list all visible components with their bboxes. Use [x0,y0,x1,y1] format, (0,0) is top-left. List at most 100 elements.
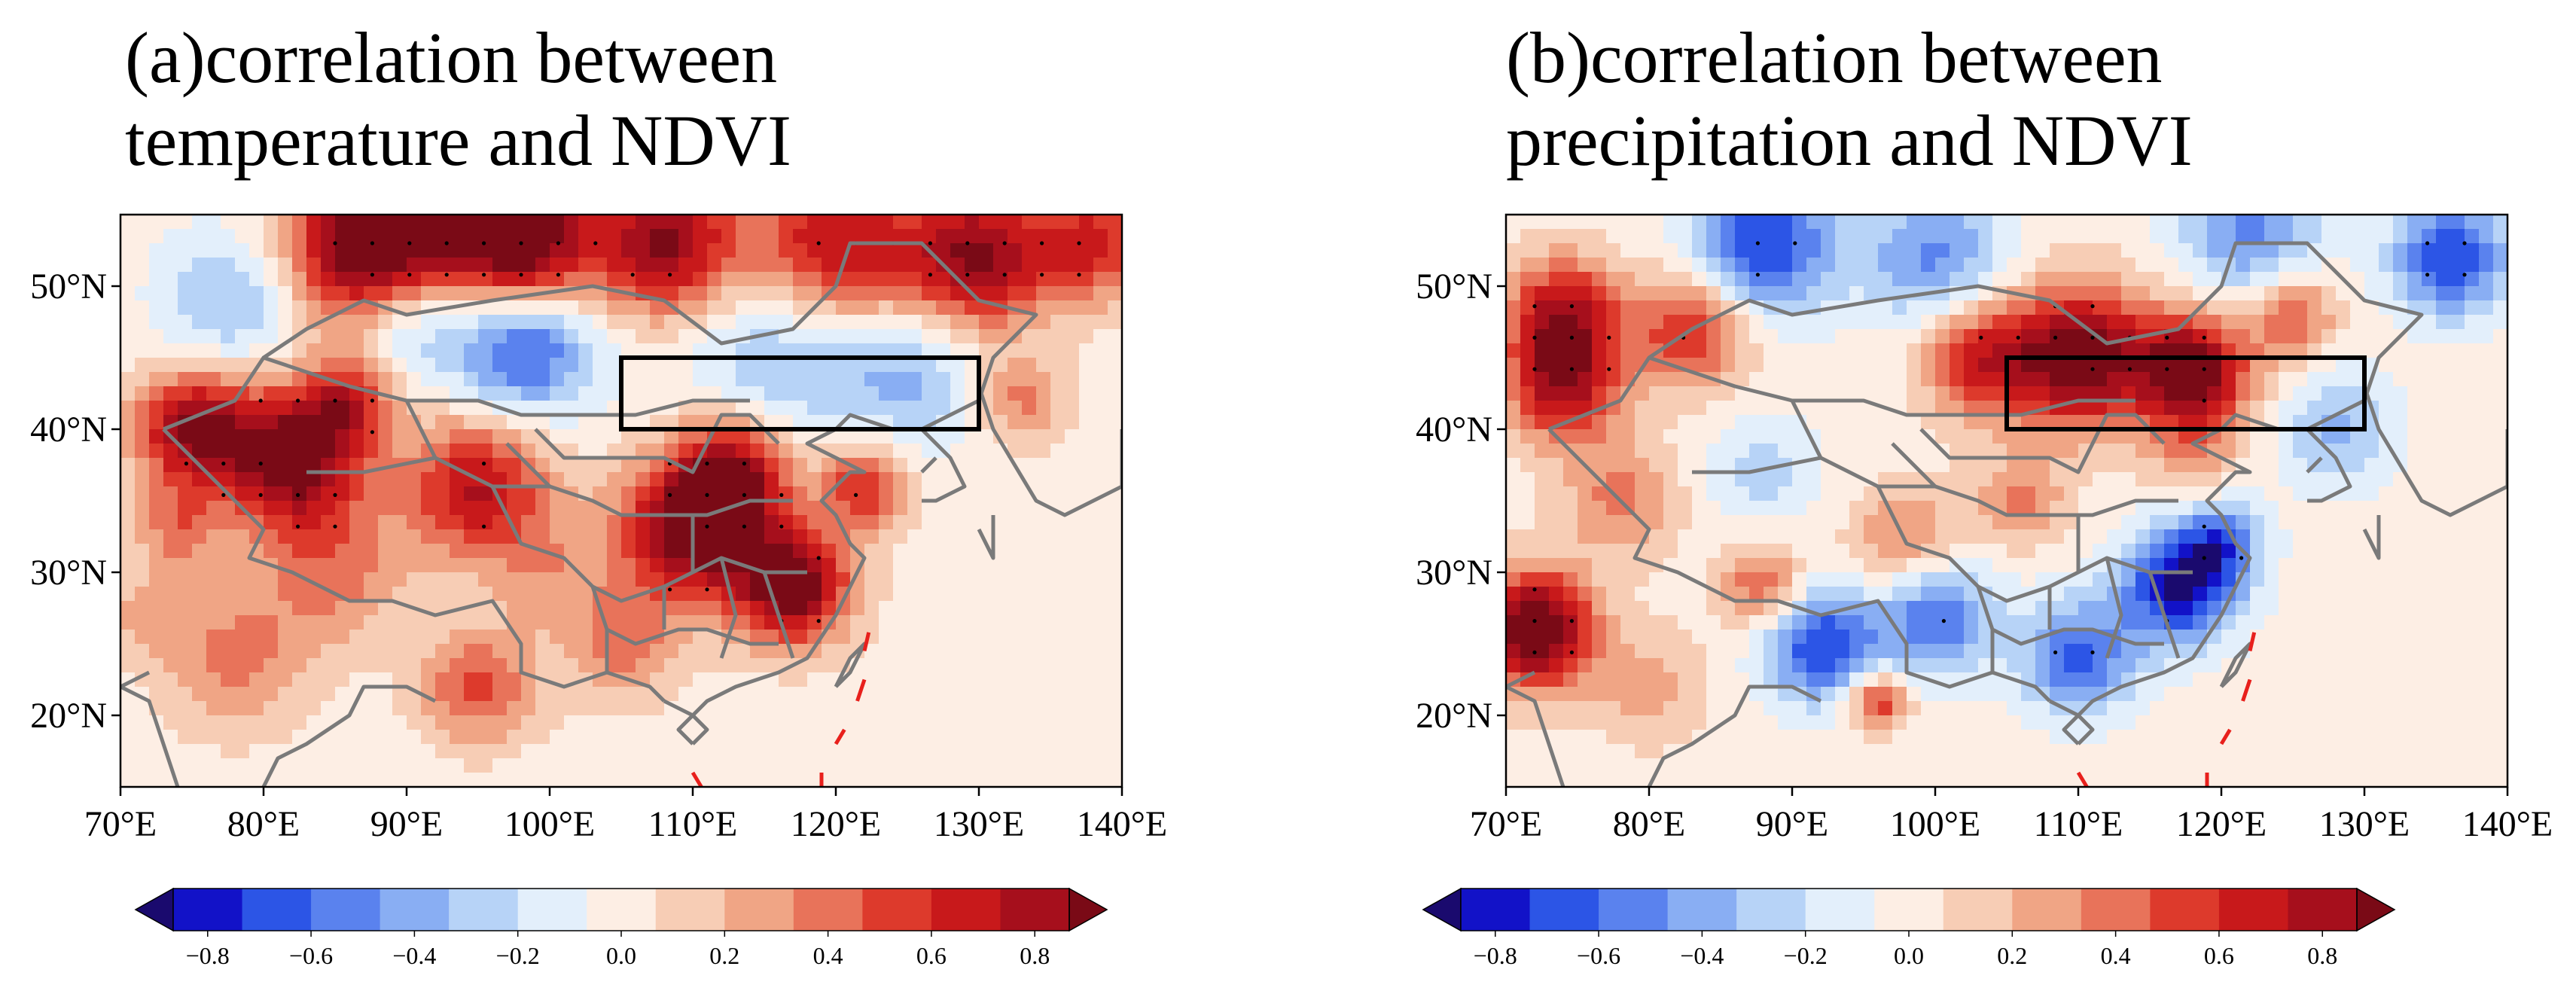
field-cell [2450,372,2465,387]
field-cell [2121,486,2136,502]
field-cell [2135,429,2151,444]
field-cell [1535,615,1550,630]
field-cell [292,458,307,473]
field-cell [2093,343,2108,358]
field-cell [950,773,965,787]
field-cell [2050,615,2065,630]
field-cell [750,587,765,602]
field-cell [2193,472,2208,487]
field-cell [893,458,908,473]
field-cell [249,758,264,773]
field-cell [335,630,350,645]
field-cell [2279,315,2294,330]
field-cell [2221,501,2236,516]
field-cell [2436,444,2451,459]
field-cell [163,258,178,273]
field-cell [1821,372,1836,387]
field-cell [893,415,908,430]
field-cell [335,386,350,401]
border-line [719,557,738,659]
field-cell [1620,486,1636,502]
field-cell [793,515,808,530]
field-cell [2264,343,2279,358]
field-cell [1079,472,1094,487]
field-cell [807,687,822,702]
field-cell [2465,415,2480,430]
field-cell [893,558,908,573]
field-cell [378,329,393,344]
field-cell [664,672,679,687]
field-cell [1778,329,1793,344]
field-cell [235,572,250,587]
field-cell [464,286,479,301]
field-cell [779,444,794,459]
field-cell [678,544,694,559]
field-cell [564,329,579,344]
field-cell [1079,486,1094,502]
field-cell [492,343,508,358]
field-cell [492,572,508,587]
field-cell [550,644,565,659]
field-cell [2479,215,2494,230]
field-cell [2321,572,2337,587]
field-cell [349,587,364,602]
field-cell [678,615,694,630]
field-cell [950,572,965,587]
significance-dot [184,462,188,466]
field-cell [1978,358,1993,373]
field-cell [922,572,937,587]
field-cell [1692,329,1707,344]
field-cell [764,358,779,373]
field-cell [1749,544,1764,559]
field-cell [664,286,679,301]
field-cell [2250,429,2265,444]
country-borders [120,241,1122,787]
field-cell [736,315,751,330]
field-cell [1079,243,1094,258]
field-cell [1978,544,1993,559]
field-cell [2050,501,2065,516]
field-cell [2207,386,2222,401]
field-cell [678,558,694,573]
field-cell [135,773,150,787]
field-cell [879,601,894,616]
field-cell [2121,229,2136,244]
field-cell [2436,486,2451,502]
field-cell [407,615,422,630]
field-cell [664,587,679,602]
field-cell [478,701,493,716]
field-cell [1792,558,1807,573]
field-cell [435,343,450,358]
field-cell [1864,529,1879,544]
field-cell [993,758,1008,773]
field-cell [192,601,207,616]
field-cell [464,458,479,473]
field-cell [678,630,694,645]
field-cell [2479,415,2494,430]
field-cell [1535,243,1550,258]
field-cell [907,644,922,659]
field-cell [2379,286,2394,301]
field-cell [564,472,579,487]
field-cell [1849,386,1864,401]
field-cell [779,415,794,430]
field-cell [578,415,593,430]
field-cell [993,372,1008,387]
field-cell [879,386,894,401]
field-cell [364,630,379,645]
field-cell [678,415,694,430]
field-cell [2078,272,2093,287]
field-cell [149,744,164,759]
field-cell [135,644,150,659]
field-cell [636,472,651,487]
field-cell [2436,615,2451,630]
field-cell [950,258,965,273]
field-cell [335,243,350,258]
field-cell [1821,329,1836,344]
field-cell [149,243,164,258]
field-cell [450,529,465,544]
field-cell [693,544,708,559]
field-cell [507,715,522,730]
field-cell [1036,687,1051,702]
field-cell [1706,329,1721,344]
